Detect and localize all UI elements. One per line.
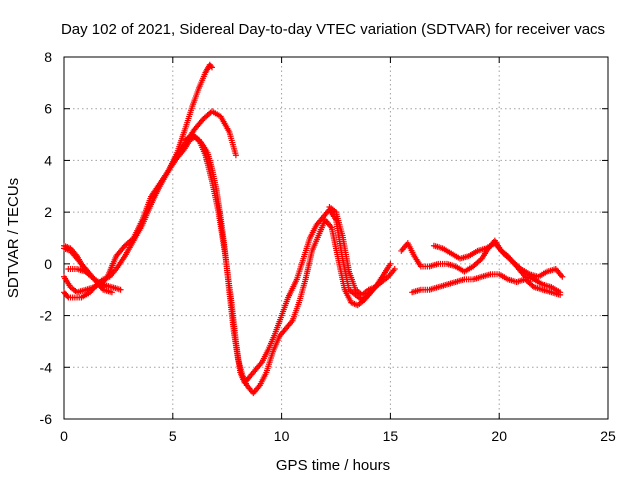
x-tick-label: 25: [600, 428, 616, 444]
y-axis-label: SDTVAR / TECUs: [5, 178, 22, 298]
x-tick-labels: 0 5 10 15 20 25: [60, 428, 616, 444]
x-tick-label: 0: [60, 428, 68, 444]
y-tick-label: 6: [44, 101, 52, 117]
y-tick-label: -6: [40, 411, 53, 427]
x-tick-label: 5: [169, 428, 177, 444]
y-tick-label: 4: [44, 152, 52, 168]
y-tick-label: 0: [44, 256, 52, 272]
data-points: [61, 62, 565, 396]
y-tick-labels: -6 -4 -2 0 2 4 6 8: [40, 49, 53, 427]
series-track-i: [398, 238, 563, 296]
y-tick-label: 2: [44, 204, 52, 220]
series-track-b: [61, 62, 215, 296]
x-tick-label: 10: [274, 428, 290, 444]
y-tick-label: 8: [44, 49, 52, 65]
x-tick-label: 20: [491, 428, 507, 444]
series-track-e: [65, 266, 106, 290]
series-track-f: [165, 134, 393, 396]
y-tick-label: -2: [40, 308, 53, 324]
chart: 0 5 10 15 20 25 -6 -4 -2 0 2 4 6 8 Day 102 of 2021, …: [0, 0, 640, 480]
y-tick-label: -4: [40, 359, 53, 375]
chart-title: Day 102 of 2021, Sidereal Day-to-day VTE…: [61, 21, 605, 38]
x-axis-label: GPS time / hours: [276, 457, 390, 474]
x-tick-label: 15: [383, 428, 399, 444]
